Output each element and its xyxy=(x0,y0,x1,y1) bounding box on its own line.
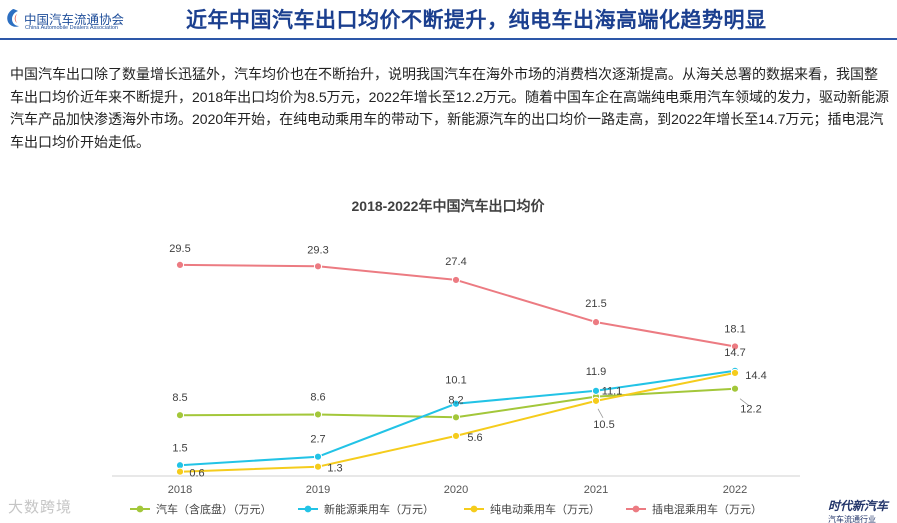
legend-marker-3 xyxy=(632,505,640,513)
data-label-3-2020: 27.4 xyxy=(445,256,466,268)
legend-marker-1 xyxy=(304,505,312,513)
data-point-3-2019 xyxy=(313,262,323,271)
data-point-3-2018 xyxy=(175,260,185,269)
data-point-2-2022 xyxy=(730,368,740,378)
data-label-0-2018: 8.5 xyxy=(172,392,187,404)
data-label-2-2021: 10.5 xyxy=(593,419,614,431)
watermark-right-line2: 汽车流通行业 xyxy=(828,515,876,523)
export-price-line-chart: 2018-2022年中国汽车出口均价 2018 2019 2020 2021 2022 8.… xyxy=(112,198,800,516)
data-label-0-2022: 12.2 xyxy=(740,404,761,416)
data-point-2-2018 xyxy=(175,467,185,476)
logo-chinese-text: 中国汽车流通协会 xyxy=(24,12,125,27)
data-point-0-2018 xyxy=(175,411,185,420)
data-label-2-2022: 14.4 xyxy=(745,370,766,382)
data-label-1-2019: 2.7 xyxy=(310,434,325,446)
label-leader-0-4 xyxy=(739,398,750,407)
data-label-0-2019: 8.6 xyxy=(310,391,325,403)
data-label-3-2018: 29.5 xyxy=(169,243,190,255)
legend-marker-2 xyxy=(470,505,478,513)
data-point-1-2020 xyxy=(451,399,461,408)
data-point-2-2021 xyxy=(591,396,601,405)
x-tick-label-2021: 2021 xyxy=(584,484,608,496)
data-point-0-2022 xyxy=(730,384,740,393)
data-label-2-2018: 0.6 xyxy=(189,468,204,480)
legend-marker-0 xyxy=(136,505,144,513)
legend-entry-1: 新能源乘用车（万元） xyxy=(324,502,434,516)
x-tick-label-2022: 2022 xyxy=(723,484,747,496)
watermark-right-line1: 时代新汽车 xyxy=(828,499,889,513)
legend-entry-0: 汽车（含底盘）（万元） xyxy=(156,502,272,516)
data-point-3-2022 xyxy=(730,342,740,351)
x-tick-label-2020: 2020 xyxy=(444,484,468,496)
legend-entry-2: 纯电动乘用车（万元） xyxy=(490,502,600,516)
data-label-3-2022: 18.1 xyxy=(724,323,745,335)
header-divider xyxy=(0,38,897,40)
watermark-left: 大数跨境 xyxy=(8,499,73,516)
data-label-2-2020: 5.6 xyxy=(467,432,482,444)
data-label-1-2022: 14.7 xyxy=(724,347,745,359)
data-label-3-2019: 29.3 xyxy=(307,244,328,256)
data-point-3-2020 xyxy=(451,275,461,285)
data-point-0-2020 xyxy=(451,413,461,422)
x-tick-label-2018: 2018 xyxy=(168,484,192,496)
data-point-2-2020 xyxy=(451,431,461,441)
data-point-1-2021 xyxy=(591,386,601,395)
series-line-2 xyxy=(179,371,736,473)
intro-paragraph: 中国汽车出口除了数量增长迅猛外，汽车均价也在不断抬升，说明我国汽车在海外市场的消… xyxy=(10,66,889,150)
data-label-2-2019: 1.3 xyxy=(327,463,342,475)
data-label-3-2021: 21.5 xyxy=(585,298,606,310)
data-point-0-2019 xyxy=(313,410,323,419)
data-label-1-2018: 1.5 xyxy=(172,442,187,454)
data-label-0-2021: 11.1 xyxy=(602,386,623,398)
data-label-1-2020: 10.1 xyxy=(445,375,466,387)
data-label-0-2020: 8.2 xyxy=(448,394,463,406)
data-point-1-2019 xyxy=(313,452,323,461)
chart-title: 2018-2022年中国汽车出口均价 xyxy=(352,198,546,214)
page-title: 近年中国汽车出口均价不断提升，纯电车出海高端化趋势明显 xyxy=(186,9,767,32)
association-logo: 中国汽车流通协会 China Automobile Dealers Associ… xyxy=(4,6,164,34)
legend-entry-3: 插电混乘用车（万元） xyxy=(652,502,762,516)
label-leader-2-3 xyxy=(597,408,604,419)
page-header: 中国汽车流通协会 China Automobile Dealers Associ… xyxy=(0,0,897,40)
data-label-1-2021: 11.9 xyxy=(586,366,607,378)
logo-english-text: China Automobile Dealers Association xyxy=(25,25,118,31)
data-point-3-2021 xyxy=(591,318,601,327)
watermark-right: 时代新汽车 汽车流通行业 xyxy=(828,497,897,523)
logo-emblem-icon xyxy=(7,9,19,27)
data-point-2-2019 xyxy=(313,462,323,471)
x-tick-label-2019: 2019 xyxy=(306,484,330,496)
